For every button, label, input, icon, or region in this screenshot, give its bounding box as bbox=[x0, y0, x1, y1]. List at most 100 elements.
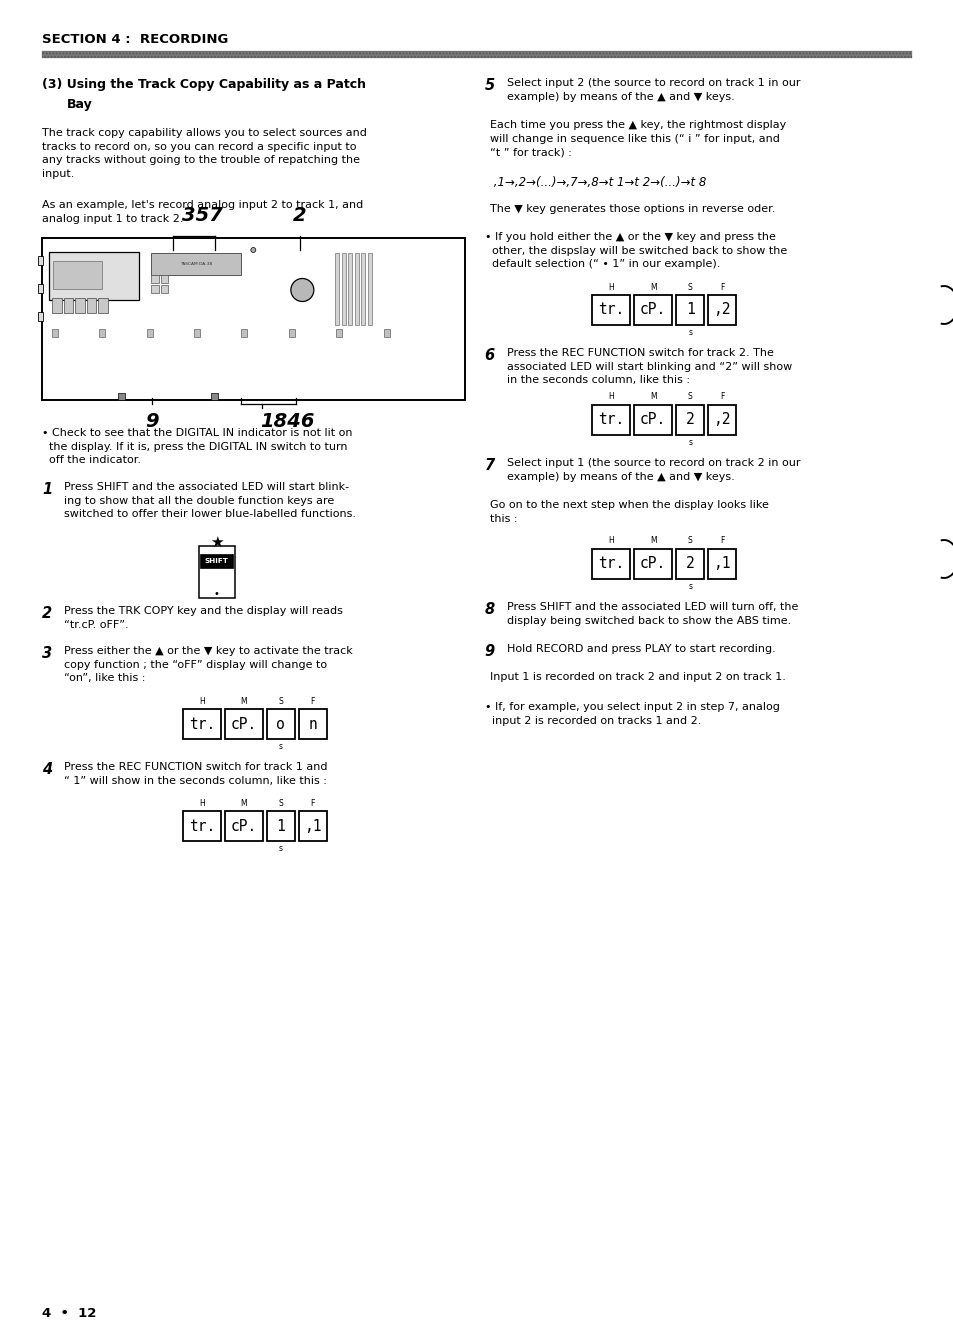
Text: The track copy capability allows you to select sources and
tracks to record on, : The track copy capability allows you to … bbox=[42, 127, 367, 178]
Text: Press SHIFT and the associated LED will turn off, the
display being switched bac: Press SHIFT and the associated LED will … bbox=[506, 603, 798, 625]
Text: F: F bbox=[311, 798, 314, 808]
Text: n: n bbox=[308, 717, 316, 731]
Text: Select input 2 (the source to record on track 1 in our
example) by means of the : Select input 2 (the source to record on … bbox=[506, 78, 800, 102]
Text: cP.: cP. bbox=[231, 717, 256, 731]
Text: H: H bbox=[608, 392, 614, 401]
Bar bbox=[267, 811, 294, 841]
Text: 8: 8 bbox=[484, 603, 495, 617]
Bar bbox=[355, 254, 358, 325]
Text: s: s bbox=[687, 582, 692, 590]
Text: M: M bbox=[649, 392, 656, 401]
Text: 9: 9 bbox=[145, 412, 158, 431]
Bar bbox=[676, 295, 703, 325]
Text: S: S bbox=[687, 283, 692, 291]
Text: S: S bbox=[278, 798, 283, 808]
Text: 2: 2 bbox=[685, 557, 694, 572]
Bar bbox=[147, 329, 152, 337]
Text: 4: 4 bbox=[42, 762, 52, 777]
Bar bbox=[592, 549, 630, 578]
Bar bbox=[383, 329, 389, 337]
Text: F: F bbox=[720, 283, 723, 291]
Text: tr.: tr. bbox=[598, 412, 623, 428]
Text: cP.: cP. bbox=[639, 412, 665, 428]
Bar bbox=[634, 405, 672, 435]
Bar bbox=[634, 295, 672, 325]
Bar bbox=[183, 811, 220, 841]
Bar bbox=[151, 285, 158, 293]
Text: 357: 357 bbox=[182, 207, 223, 225]
Text: M: M bbox=[240, 696, 247, 706]
Text: As an example, let's record analog input 2 to track 1, and
analog input 1 to tra: As an example, let's record analog input… bbox=[42, 200, 363, 224]
Text: M: M bbox=[649, 537, 656, 545]
Text: M: M bbox=[649, 283, 656, 291]
Text: ★: ★ bbox=[210, 535, 223, 550]
Bar bbox=[99, 329, 105, 337]
Bar bbox=[38, 255, 43, 264]
Text: tr.: tr. bbox=[598, 302, 623, 318]
Text: Press either the ▲ or the ▼ key to activate the track
copy function ; the “oFF” : Press either the ▲ or the ▼ key to activ… bbox=[64, 646, 353, 683]
Bar bbox=[341, 254, 345, 325]
Bar bbox=[289, 329, 294, 337]
Text: SECTION 4 :  RECORDING: SECTION 4 : RECORDING bbox=[42, 34, 228, 46]
Text: ,1: ,1 bbox=[713, 557, 730, 572]
Text: S: S bbox=[278, 696, 283, 706]
Text: 1846: 1846 bbox=[259, 412, 314, 431]
Text: 5: 5 bbox=[484, 78, 495, 93]
Text: 1: 1 bbox=[276, 819, 285, 833]
Bar bbox=[241, 329, 247, 337]
Text: SHIFT: SHIFT bbox=[205, 558, 229, 564]
Text: 4  •  12: 4 • 12 bbox=[42, 1307, 96, 1321]
Bar bbox=[592, 405, 630, 435]
Circle shape bbox=[251, 247, 255, 252]
Text: 1: 1 bbox=[42, 482, 52, 497]
Text: TASCAM DA-38: TASCAM DA-38 bbox=[180, 262, 212, 266]
Text: 2: 2 bbox=[293, 207, 306, 225]
Text: s: s bbox=[687, 437, 692, 447]
Bar bbox=[360, 254, 365, 325]
Bar bbox=[676, 405, 703, 435]
Bar bbox=[38, 311, 43, 321]
Bar bbox=[707, 405, 736, 435]
Text: Press the REC FUNCTION switch for track 2. The
associated LED will start blinkin: Press the REC FUNCTION switch for track … bbox=[506, 348, 791, 385]
Text: F: F bbox=[311, 696, 314, 706]
Text: F: F bbox=[720, 537, 723, 545]
Text: Bay: Bay bbox=[67, 98, 92, 111]
Text: o: o bbox=[276, 717, 285, 731]
Text: H: H bbox=[608, 537, 614, 545]
Bar bbox=[211, 393, 218, 400]
Text: 2: 2 bbox=[42, 607, 52, 621]
Bar bbox=[200, 554, 233, 568]
Text: Select input 1 (the source to record on track 2 in our
example) by means of the : Select input 1 (the source to record on … bbox=[506, 458, 800, 482]
Text: •: • bbox=[213, 589, 219, 599]
Text: 6: 6 bbox=[484, 348, 495, 362]
Bar bbox=[151, 275, 158, 283]
Bar bbox=[335, 254, 338, 325]
Bar bbox=[53, 260, 102, 289]
Bar bbox=[87, 298, 96, 313]
Bar bbox=[267, 709, 294, 739]
Text: cP.: cP. bbox=[639, 557, 665, 572]
Bar bbox=[348, 254, 352, 325]
Bar bbox=[298, 811, 327, 841]
Bar bbox=[634, 549, 672, 578]
Bar bbox=[707, 549, 736, 578]
Text: Each time you press the ▲ key, the rightmost display
will change in sequence lik: Each time you press the ▲ key, the right… bbox=[489, 119, 785, 157]
Bar bbox=[198, 546, 234, 599]
Text: H: H bbox=[199, 696, 205, 706]
Bar bbox=[42, 51, 911, 58]
Text: F: F bbox=[720, 392, 723, 401]
Bar bbox=[64, 298, 73, 313]
Text: 1: 1 bbox=[685, 302, 694, 318]
Circle shape bbox=[291, 279, 314, 302]
Bar bbox=[75, 298, 85, 313]
Bar bbox=[225, 709, 262, 739]
Text: tr.: tr. bbox=[189, 717, 214, 731]
Text: ,1: ,1 bbox=[304, 819, 321, 833]
Bar bbox=[183, 709, 220, 739]
Text: S: S bbox=[687, 537, 692, 545]
Bar bbox=[98, 298, 108, 313]
Bar bbox=[193, 329, 200, 337]
Bar bbox=[118, 393, 125, 400]
Text: 3: 3 bbox=[42, 646, 52, 662]
Text: H: H bbox=[608, 283, 614, 291]
